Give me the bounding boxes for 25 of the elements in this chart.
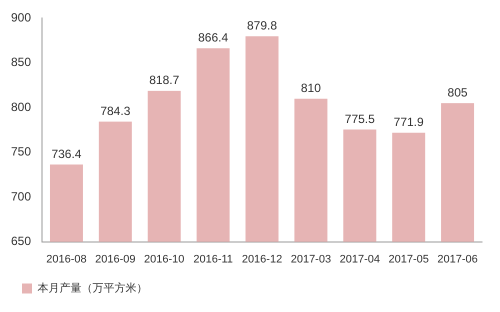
x-tick-label: 2016-09: [95, 253, 136, 266]
x-tick-label: 2016-10: [144, 253, 184, 266]
x-tick-label: 2016-12: [242, 253, 282, 266]
y-tick-label: 650: [10, 234, 32, 248]
legend-label: 本月产量（万平方米）: [38, 282, 148, 295]
x-tick-label: 2017-05: [388, 253, 429, 266]
data-label: 784.3: [100, 104, 131, 118]
data-label: 775.5: [344, 112, 376, 126]
data-label: 866.4: [198, 30, 228, 45]
data-label: 736.4: [51, 146, 82, 161]
x-tick-label: 2017-04: [340, 253, 380, 266]
x-tick-label: 2016-08: [46, 253, 87, 266]
y-tick-label: 700: [10, 189, 32, 204]
x-tick-label: 2017-06: [437, 253, 478, 266]
data-label: 805: [448, 85, 468, 100]
y-tick-label: 800: [10, 100, 32, 114]
data-label: 771.9: [394, 115, 424, 130]
y-tick-label: 900: [10, 10, 32, 25]
y-tick-label: 750: [10, 144, 32, 159]
data-label: 810: [300, 81, 322, 96]
data-label: 818.7: [149, 73, 180, 88]
x-tick-label: 2016-11: [193, 253, 233, 266]
x-tick-label: 2017-03: [290, 253, 332, 266]
data-label: 879.8: [246, 18, 278, 33]
y-tick-label: 850: [10, 55, 32, 70]
